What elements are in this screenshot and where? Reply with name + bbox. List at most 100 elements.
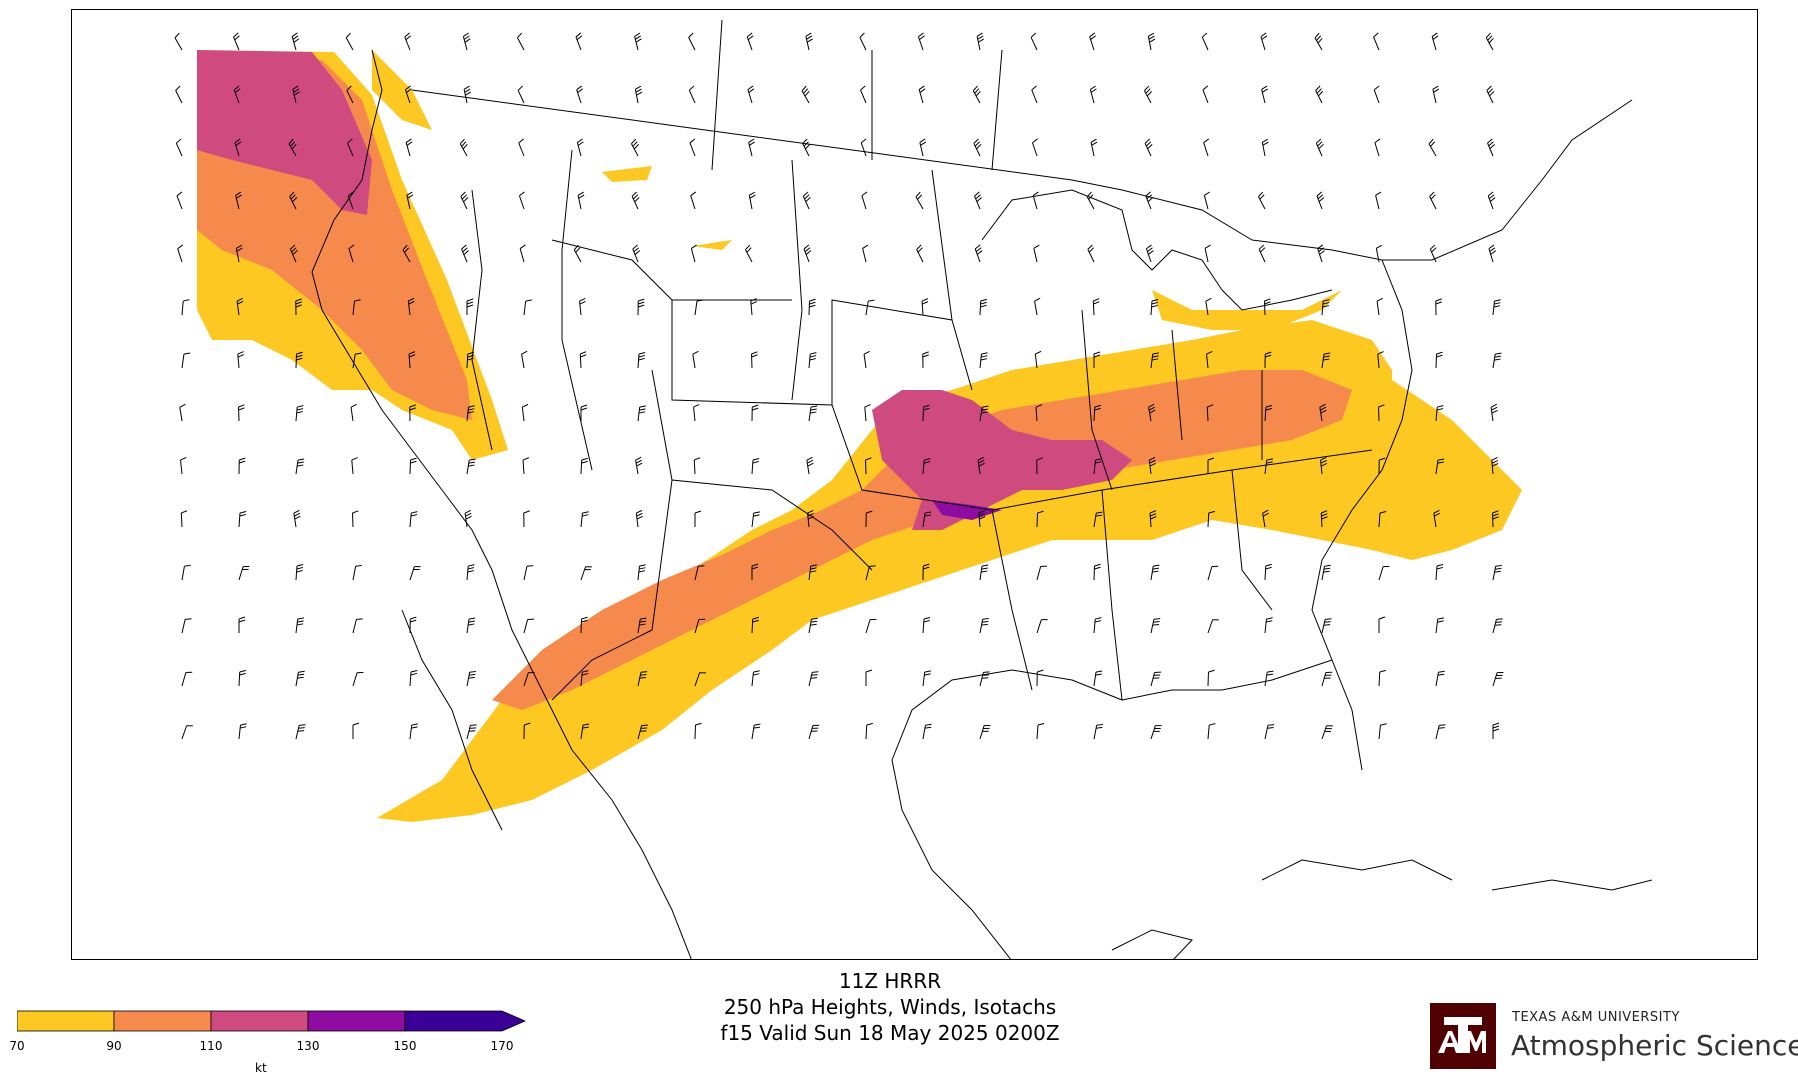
wind-barb-icon: [460, 191, 469, 210]
colorbar-tick: 90: [106, 1039, 122, 1053]
wind-barb-icon: [463, 85, 472, 104]
wind-barb-icon: [1435, 724, 1446, 740]
wind-barb-icon: [409, 457, 417, 475]
wind-barb-icon: [345, 32, 354, 51]
wind-barb-icon: [860, 85, 867, 104]
wind-barb-icon: [634, 32, 642, 51]
wind-barb-icon: [803, 244, 812, 263]
colorbar-tick: 150: [393, 1039, 417, 1053]
isotach-colorbar: 70 90 110 130 150 170 kt: [9, 1009, 527, 1077]
logo-department: Atmospheric Sciences: [1511, 1029, 1798, 1062]
wind-barb-icon: [1320, 457, 1328, 475]
wind-barb-icon: [979, 298, 987, 316]
wind-barb-icon: [1205, 297, 1212, 316]
wind-barb-icon: [922, 458, 931, 475]
wind-barb-icon: [1487, 191, 1496, 210]
wind-barb-icon: [802, 138, 811, 157]
wind-barb-icon: [1145, 244, 1154, 263]
wind-barb-icon: [462, 32, 471, 51]
wind-barb-icon: [1207, 457, 1215, 474]
wind-barb-icon: [1375, 244, 1383, 263]
wind-barb-icon: [1147, 32, 1156, 51]
wind-barb-icon: [751, 670, 760, 687]
wind-barb-icon: [181, 352, 191, 369]
wind-barb-icon: [807, 510, 815, 528]
wind-barb-icon: [402, 244, 411, 263]
colorbar-tick: 70: [9, 1039, 25, 1053]
wind-barb-icon: [1036, 565, 1047, 581]
wind-barb-icon: [292, 85, 300, 104]
wind-barb-icon: [1264, 404, 1273, 422]
wind-barb-icon: [1491, 457, 1499, 475]
wind-barb-icon: [180, 457, 187, 475]
wind-barb-icon: [808, 724, 820, 740]
wind-barb-icon: [580, 670, 589, 687]
colorbar-swatch-70-90: [16, 1010, 115, 1032]
wind-barb-icon: [352, 299, 361, 316]
wind-barb-icon: [1490, 403, 1498, 422]
wind-barb-icon: [1321, 564, 1331, 581]
wind-barb-icon: [805, 32, 813, 51]
wind-barb-icon: [862, 244, 869, 263]
wind-barb-icon: [1203, 138, 1210, 157]
wind-barb-icon: [1207, 565, 1219, 581]
wind-barb-icon: [751, 404, 759, 422]
wind-barb-icon: [1321, 352, 1331, 369]
wind-barb-icon: [917, 32, 925, 51]
wind-barb-icon: [1492, 671, 1504, 687]
wind-barb-icon: [466, 617, 476, 634]
wind-barb-icon: [637, 298, 645, 316]
wind-barb-icon: [466, 564, 475, 581]
wind-barb-icon: [1319, 403, 1327, 422]
wind-barb-icon: [976, 32, 985, 51]
wind-barb-icon: [180, 510, 188, 528]
wind-barb-icon: [235, 244, 243, 263]
wind-barb-icon: [1036, 619, 1048, 634]
wind-barb-icon: [237, 351, 245, 369]
wind-barb-icon: [577, 191, 585, 210]
wind-barb-icon: [523, 672, 535, 687]
wind-barb-icon: [1374, 138, 1381, 157]
wind-barb-icon: [406, 191, 414, 210]
wind-barb-icon: [1030, 32, 1038, 51]
wind-barb-icon: [352, 722, 360, 739]
wind-barb-icon: [635, 509, 643, 528]
wind-barb-icon: [1376, 297, 1383, 316]
wind-barb-icon: [751, 616, 759, 634]
wind-barb-icon: [580, 566, 592, 581]
wind-barb-icon: [175, 138, 183, 157]
wind-barb-icon: [521, 350, 528, 369]
wind-barb-icon: [464, 509, 472, 528]
wind-barb-icon: [1089, 85, 1097, 104]
wind-barb-icon: [295, 298, 302, 316]
wind-barb-icon: [523, 618, 534, 634]
wind-barb-icon: [802, 191, 811, 210]
wind-barb-icon: [575, 32, 583, 51]
wind-barb-icon: [1034, 350, 1042, 369]
wind-barb-icon: [352, 510, 359, 528]
wind-barb-icon: [922, 723, 932, 740]
wind-barb-icon: [523, 722, 531, 740]
coastlines-and-borders: [311, 19, 1653, 959]
title-product: 250 hPa Heights, Winds, Isotachs: [723, 995, 1057, 1019]
wind-barb-icon: [1260, 32, 1268, 51]
wind-barb-icon: [1321, 671, 1333, 687]
wind-barb-icon: [751, 351, 758, 369]
map-canvas: [174, 19, 1653, 959]
wind-barb-icon: [1435, 617, 1445, 634]
wind-barb-icon: [295, 563, 304, 581]
wind-barb-icon: [1435, 298, 1442, 316]
wind-barb-icon: [808, 671, 819, 687]
wind-barb-icon: [1035, 404, 1043, 422]
wind-barb-icon: [1315, 138, 1324, 157]
wind-barb-icon: [1261, 85, 1268, 104]
wind-barb-icon: [637, 617, 647, 634]
wind-barb-icon: [1207, 619, 1219, 634]
wind-barb-icon: [177, 244, 184, 263]
wind-barb-icon: [176, 191, 183, 210]
wind-barb-icon: [523, 510, 530, 528]
wind-barb-icon: [293, 509, 301, 528]
wind-barb-icon: [922, 616, 931, 634]
wind-barb-icon: [405, 138, 413, 157]
wind-barb-icon: [1492, 352, 1502, 369]
